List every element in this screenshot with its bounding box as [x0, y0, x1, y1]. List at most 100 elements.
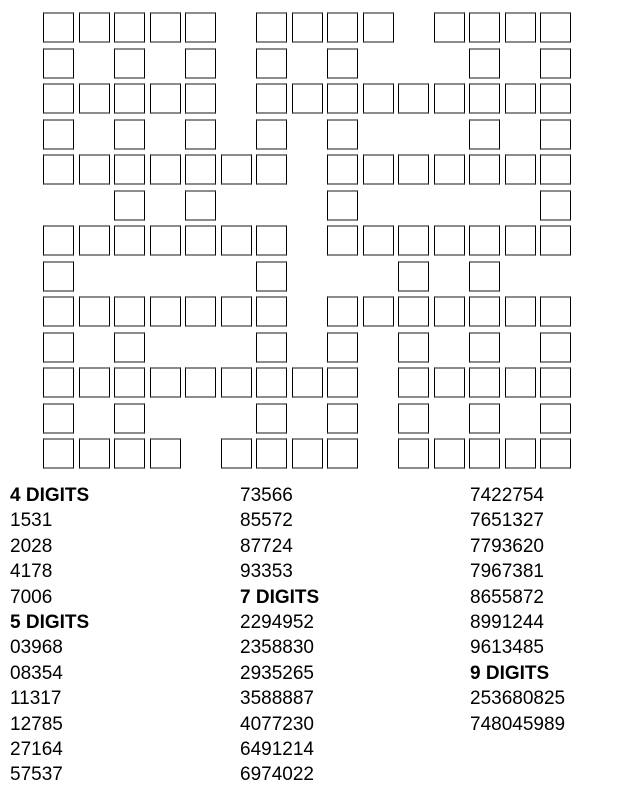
grid-cell-r7-c15[interactable] [540, 225, 571, 256]
grid-cell-r3-c4[interactable] [149, 83, 181, 114]
grid-cell-r5-c3[interactable] [114, 154, 145, 185]
grid-cell-r5-c14[interactable] [504, 154, 536, 185]
grid-cell-r6-c3[interactable] [114, 189, 145, 221]
grid-cell-r11-c2[interactable] [78, 367, 110, 398]
grid-cell-r5-c2[interactable] [78, 154, 110, 185]
grid-cell-r3-c1[interactable] [43, 83, 74, 114]
grid-cell-r7-c2[interactable] [78, 225, 110, 256]
grid-cell-r8-c7[interactable] [256, 260, 287, 292]
grid-cell-r9-c3[interactable] [114, 296, 145, 327]
grid-cell-r3-c12[interactable] [433, 83, 465, 114]
grid-cell-r11-c14[interactable] [504, 367, 536, 398]
grid-cell-r5-c1[interactable] [43, 154, 74, 185]
grid-cell-r12-c13[interactable] [469, 402, 500, 434]
grid-cell-r8-c1[interactable] [43, 260, 74, 292]
grid-cell-r1-c13[interactable] [469, 12, 500, 43]
grid-cell-r5-c4[interactable] [149, 154, 181, 185]
grid-cell-r1-c8[interactable] [291, 12, 323, 43]
grid-cell-r13-c4[interactable] [149, 438, 181, 469]
grid-cell-r12-c1[interactable] [43, 402, 74, 434]
grid-cell-r4-c13[interactable] [469, 118, 500, 150]
grid-cell-r11-c6[interactable] [220, 367, 252, 398]
grid-cell-r2-c3[interactable] [114, 47, 145, 79]
grid-cell-r9-c9[interactable] [327, 296, 358, 327]
grid-cell-r5-c9[interactable] [327, 154, 358, 185]
grid-cell-r7-c4[interactable] [149, 225, 181, 256]
grid-cell-r5-c6[interactable] [220, 154, 252, 185]
grid-cell-r5-c12[interactable] [433, 154, 465, 185]
grid-cell-r1-c1[interactable] [43, 12, 74, 43]
grid-cell-r3-c7[interactable] [256, 83, 287, 114]
grid-cell-r4-c7[interactable] [256, 118, 287, 150]
grid-cell-r1-c15[interactable] [540, 12, 571, 43]
grid-cell-r11-c12[interactable] [433, 367, 465, 398]
grid-cell-r13-c9[interactable] [327, 438, 358, 469]
grid-cell-r6-c9[interactable] [327, 189, 358, 221]
grid-cell-r5-c7[interactable] [256, 154, 287, 185]
grid-cell-r13-c15[interactable] [540, 438, 571, 469]
grid-cell-r9-c11[interactable] [398, 296, 429, 327]
grid-cell-r3-c13[interactable] [469, 83, 500, 114]
grid-cell-r4-c3[interactable] [114, 118, 145, 150]
grid-cell-r9-c10[interactable] [362, 296, 394, 327]
grid-cell-r8-c13[interactable] [469, 260, 500, 292]
grid-cell-r2-c5[interactable] [185, 47, 216, 79]
grid-cell-r6-c5[interactable] [185, 189, 216, 221]
grid-cell-r5-c5[interactable] [185, 154, 216, 185]
grid-cell-r2-c7[interactable] [256, 47, 287, 79]
grid-cell-r7-c3[interactable] [114, 225, 145, 256]
grid-cell-r1-c2[interactable] [78, 12, 110, 43]
grid-cell-r13-c11[interactable] [398, 438, 429, 469]
grid-cell-r13-c8[interactable] [291, 438, 323, 469]
grid-cell-r12-c15[interactable] [540, 402, 571, 434]
grid-cell-r10-c13[interactable] [469, 331, 500, 363]
grid-cell-r7-c13[interactable] [469, 225, 500, 256]
grid-cell-r7-c7[interactable] [256, 225, 287, 256]
grid-cell-r12-c3[interactable] [114, 402, 145, 434]
grid-cell-r2-c9[interactable] [327, 47, 358, 79]
grid-cell-r11-c11[interactable] [398, 367, 429, 398]
grid-cell-r5-c13[interactable] [469, 154, 500, 185]
grid-cell-r11-c5[interactable] [185, 367, 216, 398]
grid-cell-r7-c6[interactable] [220, 225, 252, 256]
grid-cell-r2-c13[interactable] [469, 47, 500, 79]
grid-cell-r3-c9[interactable] [327, 83, 358, 114]
grid-cell-r11-c9[interactable] [327, 367, 358, 398]
grid-cell-r1-c14[interactable] [504, 12, 536, 43]
grid-cell-r11-c7[interactable] [256, 367, 287, 398]
grid-cell-r6-c15[interactable] [540, 189, 571, 221]
grid-cell-r2-c15[interactable] [540, 47, 571, 79]
grid-cell-r10-c1[interactable] [43, 331, 74, 363]
grid-cell-r13-c14[interactable] [504, 438, 536, 469]
grid-cell-r3-c14[interactable] [504, 83, 536, 114]
grid-cell-r9-c15[interactable] [540, 296, 571, 327]
grid-cell-r7-c14[interactable] [504, 225, 536, 256]
grid-cell-r13-c1[interactable] [43, 438, 74, 469]
grid-cell-r1-c10[interactable] [362, 12, 394, 43]
grid-cell-r9-c5[interactable] [185, 296, 216, 327]
grid-cell-r11-c8[interactable] [291, 367, 323, 398]
grid-cell-r4-c15[interactable] [540, 118, 571, 150]
grid-cell-r7-c9[interactable] [327, 225, 358, 256]
grid-cell-r5-c11[interactable] [398, 154, 429, 185]
grid-cell-r4-c1[interactable] [43, 118, 74, 150]
grid-cell-r9-c6[interactable] [220, 296, 252, 327]
grid-cell-r1-c9[interactable] [327, 12, 358, 43]
grid-cell-r12-c9[interactable] [327, 402, 358, 434]
grid-cell-r11-c4[interactable] [149, 367, 181, 398]
grid-cell-r7-c1[interactable] [43, 225, 74, 256]
grid-cell-r9-c7[interactable] [256, 296, 287, 327]
grid-cell-r3-c5[interactable] [185, 83, 216, 114]
grid-cell-r8-c11[interactable] [398, 260, 429, 292]
grid-cell-r3-c2[interactable] [78, 83, 110, 114]
grid-cell-r9-c1[interactable] [43, 296, 74, 327]
grid-cell-r11-c15[interactable] [540, 367, 571, 398]
grid-cell-r5-c10[interactable] [362, 154, 394, 185]
grid-cell-r3-c15[interactable] [540, 83, 571, 114]
grid-cell-r1-c12[interactable] [433, 12, 465, 43]
grid-cell-r4-c9[interactable] [327, 118, 358, 150]
grid-cell-r3-c3[interactable] [114, 83, 145, 114]
grid-cell-r7-c10[interactable] [362, 225, 394, 256]
grid-cell-r9-c13[interactable] [469, 296, 500, 327]
grid-cell-r3-c10[interactable] [362, 83, 394, 114]
